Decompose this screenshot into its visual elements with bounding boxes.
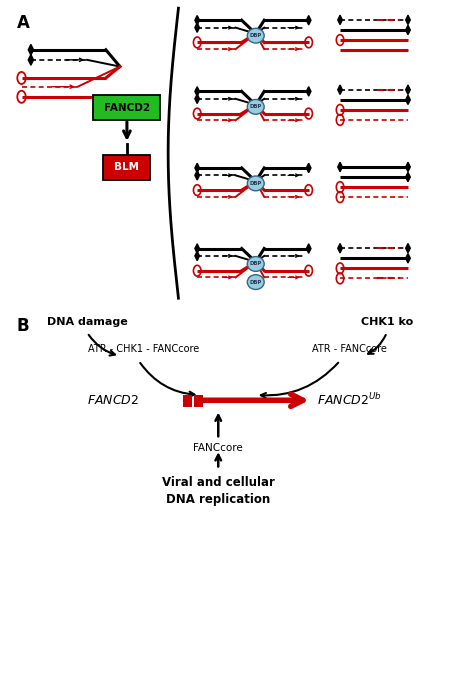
Polygon shape [406,25,410,35]
Polygon shape [406,162,410,172]
Text: A: A [17,14,30,32]
FancyBboxPatch shape [103,154,150,180]
Polygon shape [406,173,410,181]
Polygon shape [338,162,342,172]
Ellipse shape [247,28,264,43]
Text: DBP: DBP [250,261,262,267]
Text: CHK1 ko: CHK1 ko [361,317,413,327]
Polygon shape [28,54,34,65]
Text: B: B [17,317,29,335]
Polygon shape [406,95,410,104]
Polygon shape [195,163,200,173]
Polygon shape [338,15,342,24]
Bar [194,395,203,407]
Ellipse shape [247,275,264,290]
Text: ATR - CHK1 - FANCcore: ATR - CHK1 - FANCcore [88,344,199,354]
FancyBboxPatch shape [93,95,160,121]
Text: $\mathit{FANCD2}$: $\mathit{FANCD2}$ [87,394,139,407]
Ellipse shape [247,257,264,271]
Text: FANCcore: FANCcore [193,443,243,452]
Polygon shape [406,85,410,94]
Text: BLM: BLM [114,162,139,172]
Polygon shape [338,244,342,253]
Polygon shape [28,45,34,55]
Polygon shape [306,16,311,25]
Polygon shape [195,94,200,104]
Polygon shape [406,15,410,24]
Polygon shape [195,87,200,96]
Text: DNA replication: DNA replication [166,493,270,506]
Text: DBP: DBP [250,181,262,186]
Polygon shape [195,23,200,32]
Text: DBP: DBP [250,104,262,110]
Polygon shape [195,251,200,261]
Polygon shape [338,85,342,94]
Text: Viral and cellular: Viral and cellular [162,476,275,489]
Polygon shape [306,87,311,96]
Polygon shape [406,254,410,263]
Text: DBP: DBP [250,33,262,38]
Text: ATR - FANCcore: ATR - FANCcore [312,344,387,354]
Polygon shape [195,171,200,180]
Text: DNA damage: DNA damage [47,317,128,327]
Text: DBP: DBP [250,280,262,284]
Bar [183,395,191,407]
Polygon shape [306,244,311,253]
Polygon shape [406,244,410,253]
Polygon shape [195,16,200,25]
Text: $\mathit{FANCD2}^{Ub}$: $\mathit{FANCD2}^{Ub}$ [317,393,382,408]
Polygon shape [195,244,200,253]
Ellipse shape [247,100,264,114]
Text: FANCD2: FANCD2 [104,102,150,112]
Polygon shape [306,163,311,173]
Ellipse shape [247,176,264,191]
